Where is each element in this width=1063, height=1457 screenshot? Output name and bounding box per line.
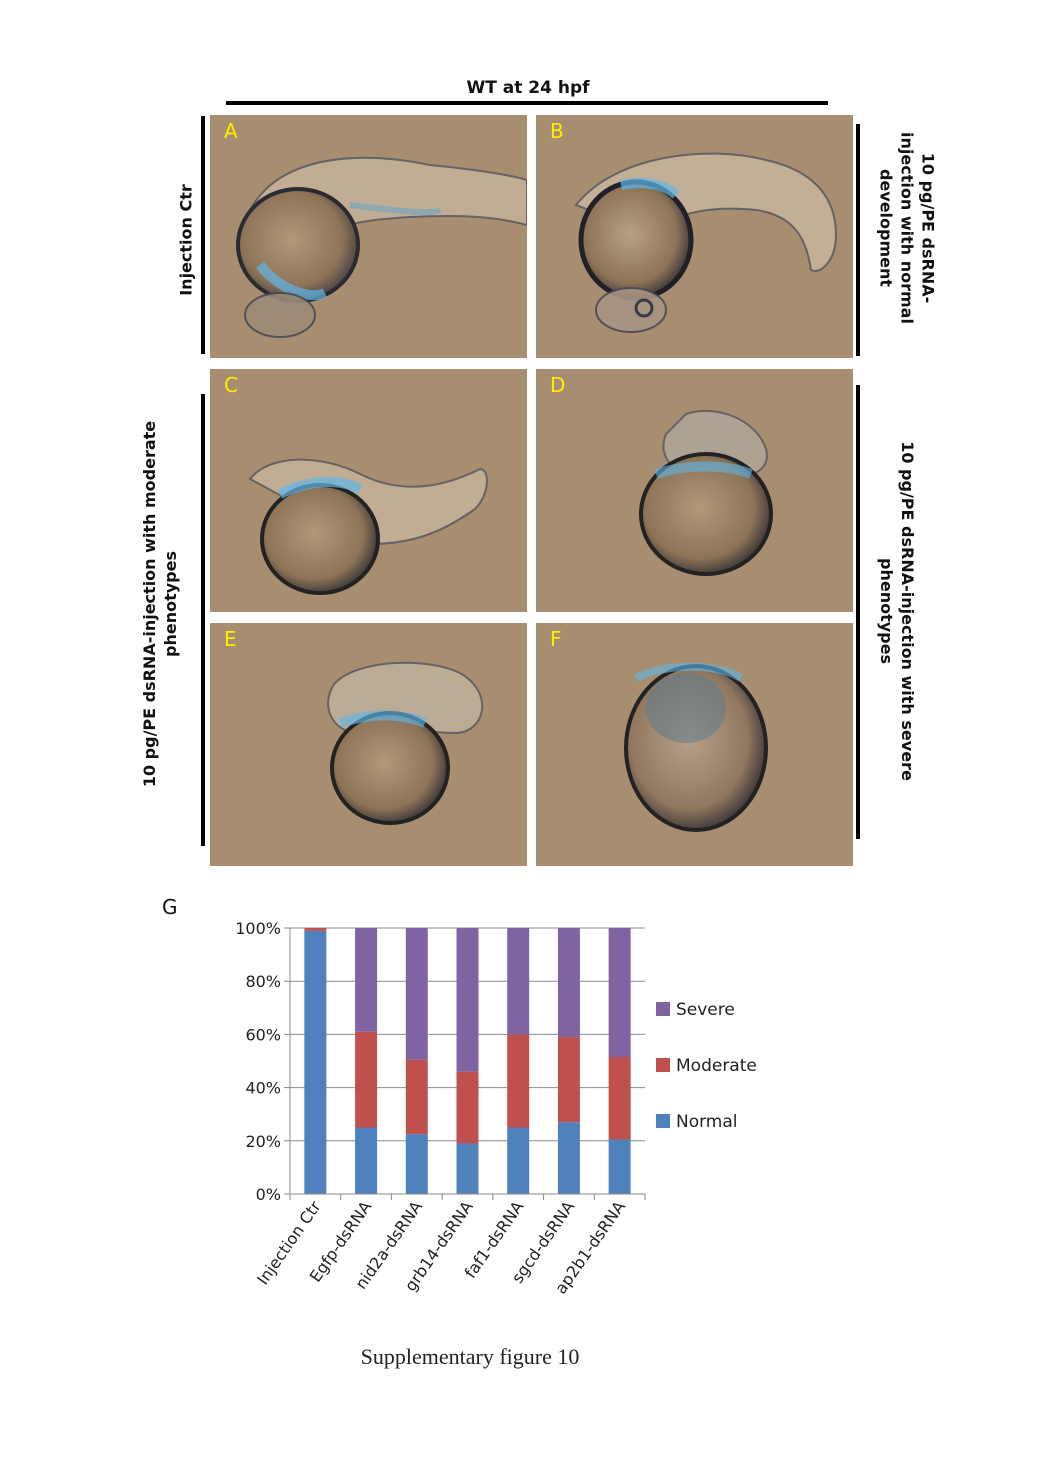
panel-c-image: C xyxy=(210,369,527,612)
y-tick-label: 20% xyxy=(245,1132,281,1151)
bar-segment xyxy=(608,1139,631,1194)
bar-segment xyxy=(456,928,479,1072)
bar-segment xyxy=(557,1037,580,1123)
panel-label: F xyxy=(550,627,562,651)
label-line: development xyxy=(876,168,896,288)
label-normal-development: 10 pg/PE dsRNA- injection with normal de… xyxy=(876,132,939,324)
label-line: phenotypes xyxy=(877,558,896,664)
bar-segment xyxy=(304,930,327,1194)
bar-segment xyxy=(608,928,631,1058)
figure-caption: Supplementary figure 10 xyxy=(360,1344,580,1369)
legend-label: Moderate xyxy=(676,1056,757,1076)
panel-label: B xyxy=(550,119,564,143)
left-bracket-top xyxy=(201,116,205,354)
right-bracket-top xyxy=(856,124,860,356)
legend-label: Severe xyxy=(676,1000,735,1020)
chart-legend: Severe Moderate Normal xyxy=(656,1000,757,1132)
bar-segment xyxy=(507,1034,530,1128)
chart-bars xyxy=(304,928,631,1194)
figure-header: WT at 24 hpf xyxy=(466,78,590,98)
bar-segment xyxy=(507,1127,530,1194)
embryo-normal-b xyxy=(574,152,838,333)
label-moderate-phenotypes: 10 pg/PE dsRNA-injection with moderate p… xyxy=(139,421,181,787)
bar-segment xyxy=(557,928,580,1038)
bar-segment xyxy=(405,928,428,1060)
label-line: 10 pg/PE dsRNA-injection with severe xyxy=(898,441,917,781)
embryo-severe-f xyxy=(624,662,768,832)
bar-segment xyxy=(507,928,530,1035)
bar-segment xyxy=(304,928,327,931)
y-tick-label: 100% xyxy=(235,919,281,938)
label-line: phenotypes xyxy=(161,551,180,657)
embryo-moderate-c xyxy=(248,458,488,595)
label-severe-phenotypes: 10 pg/PE dsRNA-injection with severe phe… xyxy=(876,441,918,781)
chart-axes xyxy=(289,928,645,1195)
bar-segment xyxy=(557,1122,580,1194)
bar-segment xyxy=(355,928,378,1032)
y-tick-label: 60% xyxy=(245,1025,281,1044)
legend-label: Normal xyxy=(676,1112,738,1132)
header-rule xyxy=(226,101,828,105)
embryo-normal-a xyxy=(236,156,527,338)
bar-segment xyxy=(456,1071,479,1144)
label-line: 10 pg/PE dsRNA-injection with moderate xyxy=(140,420,159,788)
panel-label: E xyxy=(224,627,237,651)
bar-segment xyxy=(405,1134,428,1194)
panel-label: A xyxy=(224,119,238,143)
left-bracket-bottom xyxy=(201,394,205,846)
panel-label: D xyxy=(550,373,566,397)
panel-a-image: A xyxy=(210,115,527,358)
bar-segment xyxy=(405,1059,428,1135)
right-bracket-bottom xyxy=(856,385,860,839)
stacked-bar-chart: 0% 20% 40% 60% 80% 100% Injection CtrEgfp-dsR… xyxy=(235,919,757,1297)
panel-b-image: B xyxy=(536,115,853,358)
panel-e-image: E xyxy=(210,623,527,866)
embryo-moderate-e xyxy=(327,661,484,825)
y-tick-label: 80% xyxy=(245,972,281,991)
legend-swatch xyxy=(656,1058,670,1072)
panel-label: C xyxy=(224,373,238,397)
y-tick-label: 40% xyxy=(245,1079,281,1098)
embryo-severe-d xyxy=(639,409,773,576)
panel-d-image: D xyxy=(536,369,853,612)
bar-segment xyxy=(608,1057,631,1140)
bar-segment xyxy=(355,1031,378,1128)
bar-segment xyxy=(456,1143,479,1194)
label-line: injection with normal xyxy=(897,132,917,324)
label-injection-ctr: Injection Ctr xyxy=(176,184,196,296)
chart-x-ticks: Injection CtrEgfp-dsRNAnid2a-dsRNAgrb14-… xyxy=(253,1194,646,1297)
label-line: 10 pg/PE dsRNA- xyxy=(918,152,938,304)
bar-segment xyxy=(355,1127,378,1194)
legend-swatch xyxy=(656,1002,670,1016)
y-tick-label: 0% xyxy=(256,1185,281,1204)
panel-f-image: F xyxy=(536,623,853,866)
legend-swatch xyxy=(656,1114,670,1128)
chart-panel-label: G xyxy=(162,895,178,919)
chart-y-ticks: 0% 20% 40% 60% 80% 100% xyxy=(235,919,290,1204)
